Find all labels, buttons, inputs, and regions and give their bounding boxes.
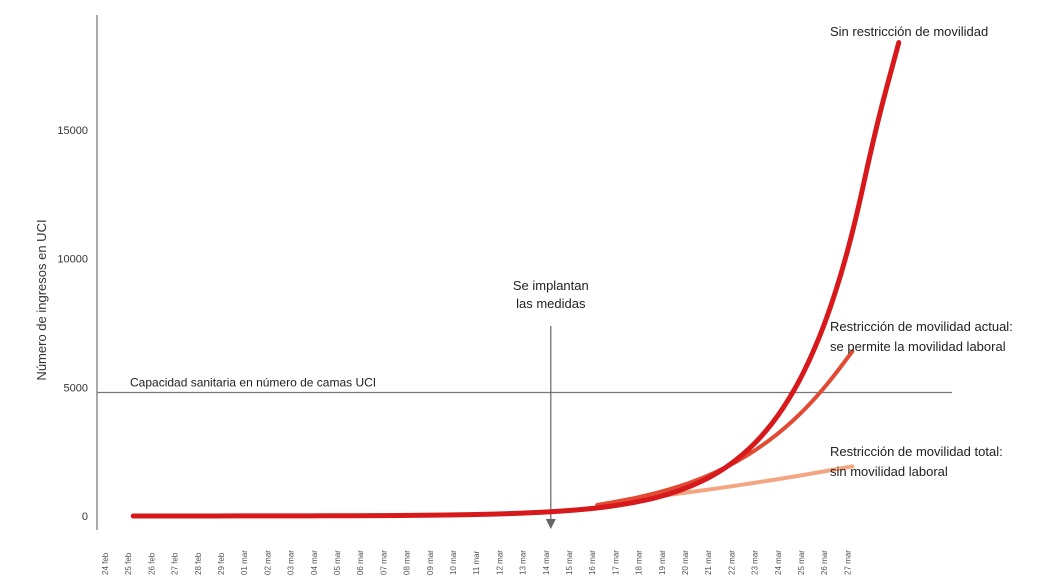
measures-label: Se implantan las medidas	[513, 278, 589, 311]
series-lines	[130, 40, 902, 519]
x-tick-label: 19 mar	[658, 550, 667, 575]
x-tick-label: 13 mar	[519, 550, 528, 575]
x-tick-label: 04 mar	[310, 550, 319, 575]
y-tick-label: 10000	[57, 254, 88, 266]
x-tick-label: 22 mar	[727, 550, 736, 575]
x-tick-label: 18 mar	[635, 550, 644, 575]
x-tick-label: 25 mar	[797, 550, 806, 575]
x-tick-label: 23 mar	[751, 550, 760, 575]
x-tick-label: 17 mar	[611, 550, 620, 575]
x-tick-label: 26 mar	[820, 550, 829, 575]
x-tick-label: 08 mar	[403, 550, 412, 575]
series-label: Restricción de movilidad actual: se permi…	[830, 319, 1013, 354]
y-axis-label: Número de ingresos en UCI	[34, 219, 49, 380]
x-tick-label: 27 feb	[171, 552, 180, 575]
measures-arrow-head	[545, 519, 556, 529]
x-tick-label: 20 mar	[681, 550, 690, 575]
x-tick-label: 06 mar	[356, 550, 365, 575]
x-tick-label: 12 mar	[495, 550, 504, 575]
x-tick-label: 24 feb	[101, 552, 110, 575]
x-tick-label: 16 mar	[588, 550, 597, 575]
x-tick-label: 03 mar	[287, 550, 296, 575]
x-tick-label: 01 mar	[240, 550, 249, 575]
x-tick-label: 15 mar	[565, 550, 574, 575]
series-line	[130, 40, 902, 519]
x-tick-label: 29 feb	[217, 552, 226, 575]
capacity-label: Capacidad sanitaria en número de camas U…	[130, 375, 376, 389]
series-labels: Sin restricción de movilidad Restricción …	[830, 24, 1013, 479]
x-tick-label: 26 feb	[147, 552, 156, 575]
x-tick-label: 28 feb	[194, 552, 203, 575]
measures-annotation: Se implantan las medidas	[513, 278, 589, 529]
x-tick-label: 21 mar	[704, 550, 713, 575]
series-label: Sin restricción de movilidad	[830, 24, 988, 39]
x-tick-label: 07 mar	[379, 550, 388, 575]
series-line	[595, 349, 855, 507]
capacity-reference: Capacidad sanitaria en número de camas U…	[97, 375, 952, 394]
x-tick-label: 05 mar	[333, 550, 342, 575]
x-tick-label: 24 mar	[774, 550, 783, 575]
y-tick-label: 15000	[57, 125, 88, 137]
x-axis-ticks: 24 feb 25 feb 26 feb 27 feb 28 feb 29 feb 01 m…	[101, 550, 852, 575]
x-tick-label: 14 mar	[542, 550, 551, 575]
x-tick-label: 10 mar	[449, 550, 458, 575]
y-axis-ticks: 0 5000 10000 15000	[57, 125, 88, 523]
x-tick-label: 09 mar	[426, 550, 435, 575]
x-tick-label: 27 mar	[843, 550, 852, 575]
y-tick-label: 0	[82, 511, 88, 523]
series-label: Restricción de movilidad total: sin movil…	[830, 444, 1003, 479]
y-tick-label: 5000	[64, 382, 88, 394]
x-tick-label: 11 mar	[472, 550, 481, 575]
x-tick-label: 25 feb	[124, 552, 133, 575]
x-tick-label: 02 mar	[263, 550, 272, 575]
